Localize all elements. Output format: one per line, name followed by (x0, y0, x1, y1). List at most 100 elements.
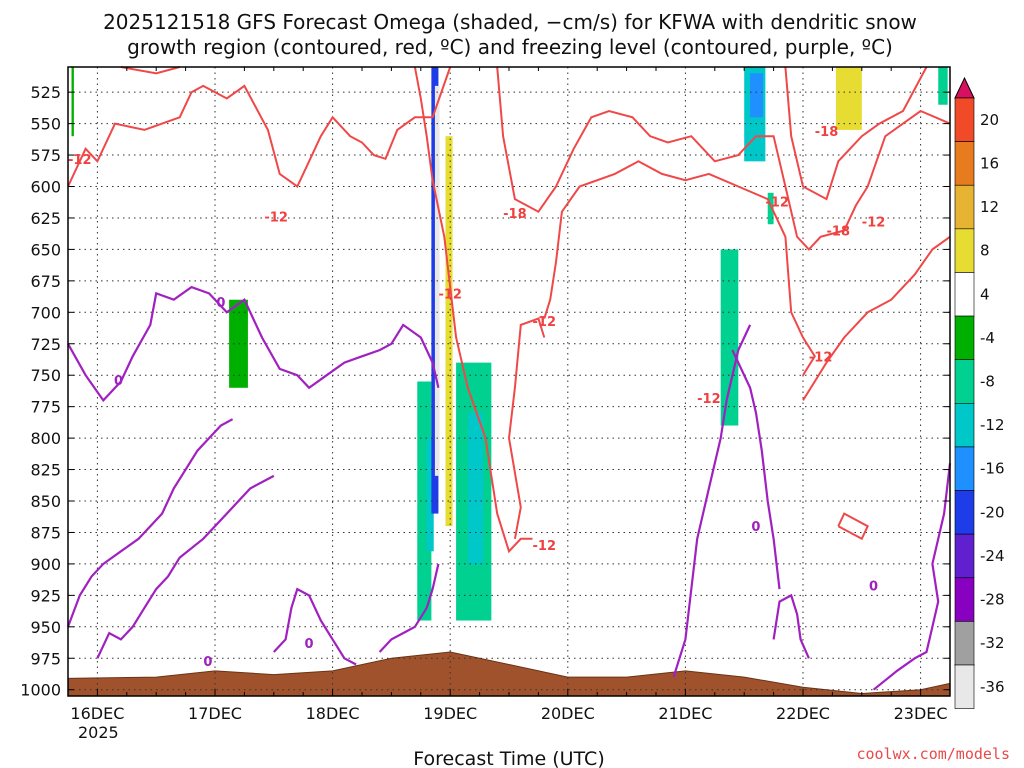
contour-label-16: 0 (751, 520, 760, 535)
colorbar-swatch-4 (954, 272, 975, 317)
contour-label-2: -18 (503, 207, 527, 222)
shaded-region-16 (767, 192, 774, 225)
x-tick-label-1: 17DEC (188, 704, 242, 723)
x-tick-label-2: 18DEC (306, 704, 360, 723)
y-tick-label-10: 775 (30, 398, 61, 417)
y-tick-label-18: 975 (30, 649, 61, 668)
contour-label-13: 0 (216, 296, 225, 311)
colorbar-label-8: -16 (980, 460, 1005, 478)
chart-title-line1: 2025121518 GFS Forecast Omega (shaded, −… (103, 10, 917, 34)
x-tick-label-4: 20DEC (541, 704, 595, 723)
contour-label-10: -12 (697, 392, 721, 407)
contour-label-5: -12 (533, 539, 557, 554)
x-tick-label-3: 19DEC (423, 704, 477, 723)
shaded-region-3 (209, 507, 215, 571)
colorbar-swatch-2 (954, 184, 975, 230)
credit-text: coolwx.com/models (856, 745, 1010, 763)
y-tick-label-12: 825 (30, 461, 61, 480)
freezing-contour-3 (272, 587, 357, 666)
freezing-contour-6 (731, 349, 781, 590)
shaded-region-13 (720, 249, 739, 426)
colorbar-swatch-13 (954, 664, 975, 709)
colorbar-swatch-8 (954, 446, 975, 491)
shaded-region-0 (71, 67, 74, 137)
contour-label-4: -12 (533, 315, 557, 330)
colorbar-label-7: -12 (980, 416, 1005, 434)
freezing-contour-8 (872, 463, 952, 691)
shaded-region-9 (445, 136, 453, 527)
colorbar-label-3: 8 (980, 242, 990, 260)
contour-label-0: -12 (68, 153, 92, 168)
x-tick-label-5: 21DEC (658, 704, 712, 723)
y-tick-label-9: 750 (30, 366, 61, 385)
y-tick-label-1: 550 (30, 115, 61, 134)
shaded-region-21 (938, 67, 948, 105)
contour-label-11: -12 (809, 350, 833, 365)
plot-frame (67, 66, 951, 697)
colorbar-top-arrow (954, 76, 975, 99)
contour-label-9: -12 (862, 216, 886, 231)
colorbar-label-4: 4 (980, 285, 990, 303)
freezing-contour-5 (672, 324, 752, 678)
colorbar-swatch-9 (954, 490, 975, 535)
colorbar-label-0: 20 (980, 111, 999, 129)
contour-label-17: 0 (869, 579, 878, 594)
colorbar-label-13: -36 (980, 678, 1005, 696)
y-tick-label-7: 700 (30, 303, 61, 322)
y-tick-label-8: 725 (30, 335, 61, 354)
colorbar-swatch-1 (954, 141, 975, 186)
colorbar-swatch-10 (954, 533, 975, 579)
y-tick-label-13: 850 (30, 492, 61, 511)
y-tick-label-19: 1000 (20, 681, 61, 700)
grid-lines (68, 67, 950, 696)
colorbar-label-1: 16 (980, 154, 999, 172)
freezing-contour-0 (96, 474, 275, 659)
x-year-label: 2025 (78, 723, 119, 742)
contour-label-6: -12 (765, 196, 789, 211)
freezing-contour-1 (67, 285, 440, 403)
shaded-region-11 (467, 412, 484, 564)
contour-label-7: -18 (827, 225, 851, 240)
dgz-contour-3 (507, 317, 546, 539)
contour-label-3: -12 (438, 287, 462, 302)
shaded-region-5 (426, 438, 434, 552)
contour-label-8: -18 (815, 125, 839, 140)
x-tick-label-0: 16DEC (70, 704, 124, 723)
shaded-region-12 (514, 67, 527, 149)
y-tick-label-14: 875 (30, 523, 61, 542)
contour-label-1: -12 (264, 211, 288, 226)
colorbar-swatch-3 (954, 228, 975, 273)
x-tick-label-6: 22DEC (776, 704, 830, 723)
shaded-region-18 (835, 67, 862, 130)
colorbar-label-2: 12 (980, 198, 999, 216)
dgz-contour-4 (543, 160, 816, 376)
colorbar-swatch-7 (954, 403, 975, 448)
colorbar: 20 16 12 8 4 -4 -8 -12 -16 -20 -24 -28 -32 -36 (954, 76, 1005, 709)
contour-label-15: 0 (305, 637, 314, 652)
dgz-contours (67, 66, 951, 554)
colorbar-label-12: -32 (980, 634, 1005, 652)
contour-label-12: 0 (114, 374, 123, 389)
colorbar-swatch-12 (954, 621, 975, 666)
colorbar-label-5: -4 (980, 329, 995, 347)
dgz-contour-8 (837, 512, 870, 541)
freezing-contour-7 (772, 593, 810, 659)
shaded-region-2 (285, 67, 305, 426)
colorbar-label-11: -28 (980, 591, 1005, 609)
x-axis-label: Forecast Time (UTC) (413, 748, 604, 768)
dgz-contour-5 (496, 66, 951, 251)
freezing-contour-4 (378, 563, 440, 653)
y-tick-label-16: 925 (30, 586, 61, 605)
dgz-contour-1 (120, 66, 180, 75)
freezing-contour-2 (66, 418, 234, 628)
y-tick-label-3: 600 (30, 178, 61, 197)
colorbar-swatch-0 (954, 97, 975, 142)
dgz-contour-2 (413, 66, 533, 554)
colorbar-label-9: -20 (980, 503, 1005, 521)
colorbar-swatch-6 (954, 359, 975, 404)
y-tick-label-17: 950 (30, 618, 61, 637)
dgz-contour-0 (67, 66, 452, 189)
chart-title-line2: growth region (contoured, red, ºC) and f… (127, 35, 893, 59)
dgz-contour-6 (784, 66, 928, 201)
